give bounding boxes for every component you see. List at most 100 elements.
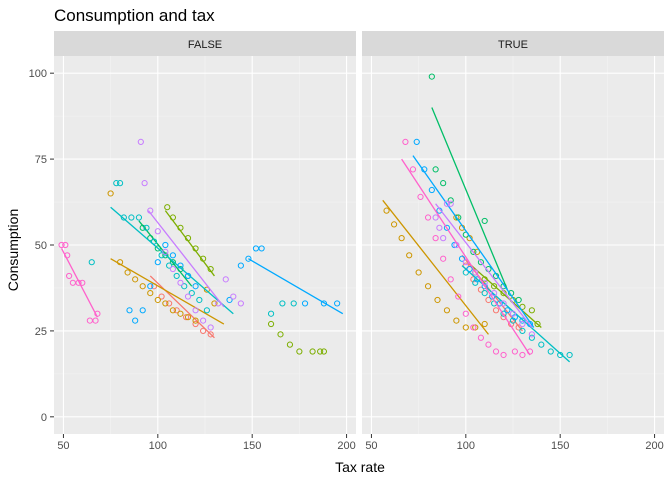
data-point	[94, 310, 101, 317]
data-point	[64, 252, 71, 259]
y-axis-title: Consumption	[5, 209, 21, 292]
data-point	[162, 252, 169, 259]
x-axis-title: Tax rate	[335, 459, 385, 475]
data-point	[277, 331, 284, 338]
trend-line	[164, 210, 215, 277]
y-tick-label: 100	[29, 68, 47, 80]
data-point	[116, 259, 124, 266]
data-point	[184, 235, 192, 242]
data-point	[470, 276, 477, 283]
data-point	[192, 317, 199, 324]
data-point	[169, 307, 177, 314]
data-point	[481, 217, 488, 225]
y-tick-label: 75	[35, 154, 47, 166]
data-point	[258, 245, 265, 252]
x-tick-label: 200	[337, 440, 355, 452]
data-point	[432, 214, 439, 221]
data-point	[184, 272, 192, 280]
data-point	[66, 272, 73, 280]
series-6	[126, 241, 344, 324]
data-point	[492, 307, 500, 314]
data-point	[162, 241, 169, 249]
data-point	[477, 286, 485, 293]
data-point	[496, 300, 503, 307]
data-point	[443, 224, 451, 231]
data-point	[519, 317, 526, 324]
data-point	[511, 314, 518, 321]
data-point	[139, 307, 146, 314]
data-point	[207, 331, 214, 338]
data-point	[200, 255, 207, 262]
data-point	[183, 314, 190, 321]
data-point	[132, 317, 139, 324]
data-point	[415, 269, 422, 276]
data-point	[62, 241, 69, 249]
data-point	[504, 307, 511, 314]
data-point	[154, 228, 161, 235]
data-point	[79, 279, 86, 286]
data-point	[491, 290, 498, 297]
chart-title: Consumption and tax	[54, 6, 215, 25]
data-point	[184, 314, 192, 321]
data-point	[154, 259, 161, 266]
data-point	[526, 348, 534, 355]
data-point	[317, 348, 324, 355]
data-point	[526, 320, 534, 328]
data-point	[124, 269, 131, 276]
series-2	[107, 190, 225, 325]
data-point	[406, 252, 413, 259]
data-point	[491, 283, 498, 290]
data-point	[226, 296, 233, 304]
data-point	[472, 279, 479, 286]
panel-true: TRUE 50 100 150 200	[362, 31, 664, 452]
data-point	[211, 300, 218, 307]
data-point	[432, 166, 439, 173]
x-tick-label: 100	[149, 440, 167, 452]
trend-line	[431, 107, 508, 290]
data-point	[500, 351, 507, 359]
trend-line	[110, 206, 234, 315]
trend-line	[435, 203, 533, 328]
data-point	[75, 279, 82, 286]
data-point	[177, 265, 184, 273]
trend-line	[248, 258, 344, 315]
data-point	[132, 276, 139, 283]
panels: FALSE 50 100 150 200 0 25 50 75 100 TRUE 50 100 150 20…	[29, 31, 664, 452]
trend-line	[138, 220, 193, 287]
data-point	[500, 300, 507, 307]
data-point	[472, 269, 479, 276]
data-point	[447, 197, 454, 204]
data-point	[203, 286, 210, 293]
data-point	[113, 180, 120, 187]
x-tick-label: 150	[551, 440, 569, 452]
data-point	[440, 255, 447, 262]
data-point	[413, 138, 420, 146]
y-tick-label: 25	[35, 326, 47, 338]
data-point	[409, 166, 417, 173]
data-point	[509, 310, 517, 317]
data-point	[154, 296, 161, 304]
data-point	[166, 300, 173, 307]
data-point	[200, 317, 207, 324]
data-point	[519, 320, 526, 328]
data-point	[390, 221, 398, 228]
data-point	[453, 214, 460, 221]
data-point	[207, 265, 214, 273]
data-point	[164, 204, 171, 211]
x-tick-label: 50	[57, 440, 69, 452]
data-point	[481, 283, 488, 290]
trend-line	[147, 210, 225, 308]
data-point	[528, 331, 535, 338]
y-tick-label: 0	[41, 412, 47, 424]
series-5	[88, 180, 297, 317]
x-tick-label: 100	[457, 440, 475, 452]
data-point	[519, 327, 526, 335]
data-layer	[382, 73, 573, 363]
data-point	[147, 283, 154, 290]
data-point	[188, 290, 195, 297]
data-point	[245, 255, 252, 262]
data-point	[436, 224, 443, 231]
data-point	[447, 200, 454, 207]
data-point	[566, 351, 573, 359]
data-point	[150, 238, 158, 245]
